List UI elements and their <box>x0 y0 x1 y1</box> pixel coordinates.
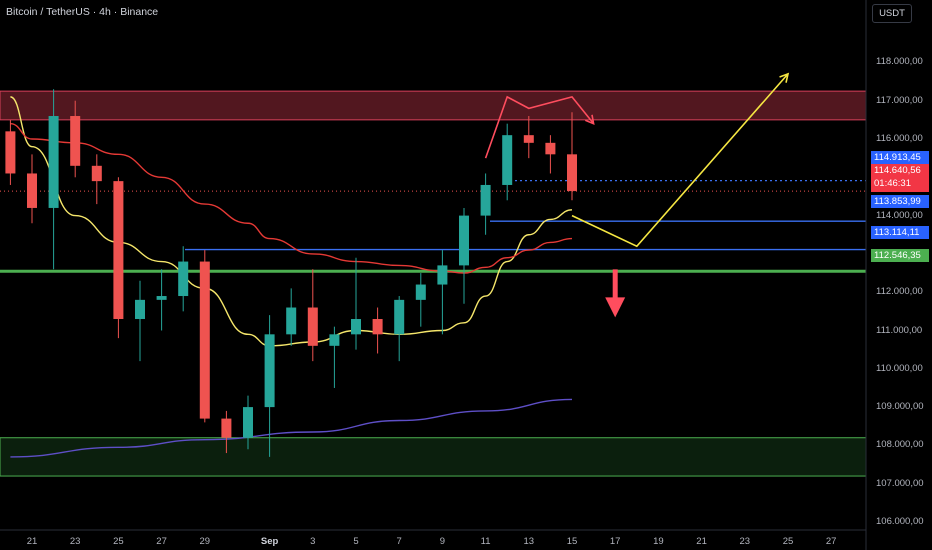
candle-body <box>459 215 469 266</box>
candle-body <box>199 261 210 419</box>
date-tick: 21 <box>26 536 38 547</box>
price-tick: 111.000,00 <box>876 324 923 336</box>
candle-body <box>221 418 232 438</box>
price-label-green: 112.546,35 <box>871 249 929 262</box>
price-tick: 109.000,00 <box>876 401 924 413</box>
candle-body <box>48 116 59 208</box>
date-tick: 23 <box>739 536 751 547</box>
date-tick: 17 <box>609 536 621 547</box>
price-tick: 116.000,00 <box>876 133 923 144</box>
chart-title: Bitcoin / TetherUS · 4h · Binance <box>6 6 159 18</box>
date-tick: 27 <box>825 536 837 547</box>
date-tick: 25 <box>782 536 794 547</box>
drawings-layer <box>484 72 790 318</box>
candle-body <box>178 261 189 297</box>
ma-line-red <box>10 122 573 274</box>
arrow-down-shaft <box>612 269 618 306</box>
price-tick: 112.000,00 <box>876 286 923 298</box>
candle-body <box>329 334 340 346</box>
date-tick: 5 <box>353 536 359 547</box>
price-label-last: 114.640,56 01:46:31 <box>871 164 929 192</box>
currency-button[interactable]: USDT <box>872 4 912 23</box>
candle-body <box>415 284 426 300</box>
date-tick: 13 <box>523 536 535 547</box>
support-zone <box>0 437 867 477</box>
candle-body <box>156 296 167 300</box>
candle-body <box>113 181 124 320</box>
price-tick: 110.000,00 <box>876 362 923 374</box>
candle-body <box>27 173 37 208</box>
projection-path-yellow <box>571 73 789 248</box>
date-tick: 7 <box>396 536 402 547</box>
date-tick: 25 <box>113 536 124 547</box>
candle-body <box>480 184 491 216</box>
date-tick: 19 <box>653 536 664 547</box>
price-label-line-2: 113.114,11 <box>871 226 929 239</box>
price-tick: 106.000,00 <box>876 516 924 527</box>
candle-body <box>545 142 556 155</box>
date-tick: 21 <box>696 536 707 547</box>
date-tick: 27 <box>156 536 167 547</box>
candle-body <box>243 407 253 438</box>
candle-body <box>523 135 534 143</box>
price-tick: 108.000,00 <box>876 439 924 451</box>
countdown-timer: 01:46:31 <box>874 178 911 189</box>
candle-body <box>567 154 577 192</box>
candle-body <box>307 307 318 346</box>
date-tick: 11 <box>480 536 491 547</box>
date-tick: 29 <box>199 536 211 547</box>
price-tick: 117.000,00 <box>876 94 923 106</box>
candle-body <box>286 307 297 335</box>
candle-body <box>372 319 383 335</box>
candle-body <box>70 116 81 166</box>
candle-body <box>5 131 16 174</box>
projection-arrowhead-yellow <box>779 72 790 83</box>
projection-path-red <box>484 95 595 159</box>
date-tick: 23 <box>69 536 81 547</box>
price-label-line-1: 113.853,99 <box>871 195 929 208</box>
candle-body <box>135 299 145 320</box>
resistance-zone <box>0 90 867 121</box>
candle-body <box>394 299 405 335</box>
candle-body <box>264 334 275 408</box>
projection-arrowhead-red <box>584 114 595 125</box>
last-price-value: 114.640,56 <box>874 165 921 176</box>
candle-body <box>502 135 513 185</box>
ma-line-purple <box>10 398 573 458</box>
arrow-down-head <box>605 297 626 318</box>
candle-body <box>437 265 448 285</box>
price-tick: 107.000,00 <box>876 477 924 489</box>
date-tick: 15 <box>566 536 578 547</box>
price-label-dotted: 114.913,45 <box>871 151 929 164</box>
price-tick: 118.000,00 <box>876 56 923 68</box>
candle-body <box>91 165 102 182</box>
date-tick: 3 <box>310 536 316 547</box>
price-tick: 114.000,00 <box>876 209 923 221</box>
date-tick: Sep <box>260 536 279 547</box>
date-tick: 9 <box>439 536 446 547</box>
candle-body <box>351 319 361 335</box>
candles-layer <box>5 89 577 457</box>
